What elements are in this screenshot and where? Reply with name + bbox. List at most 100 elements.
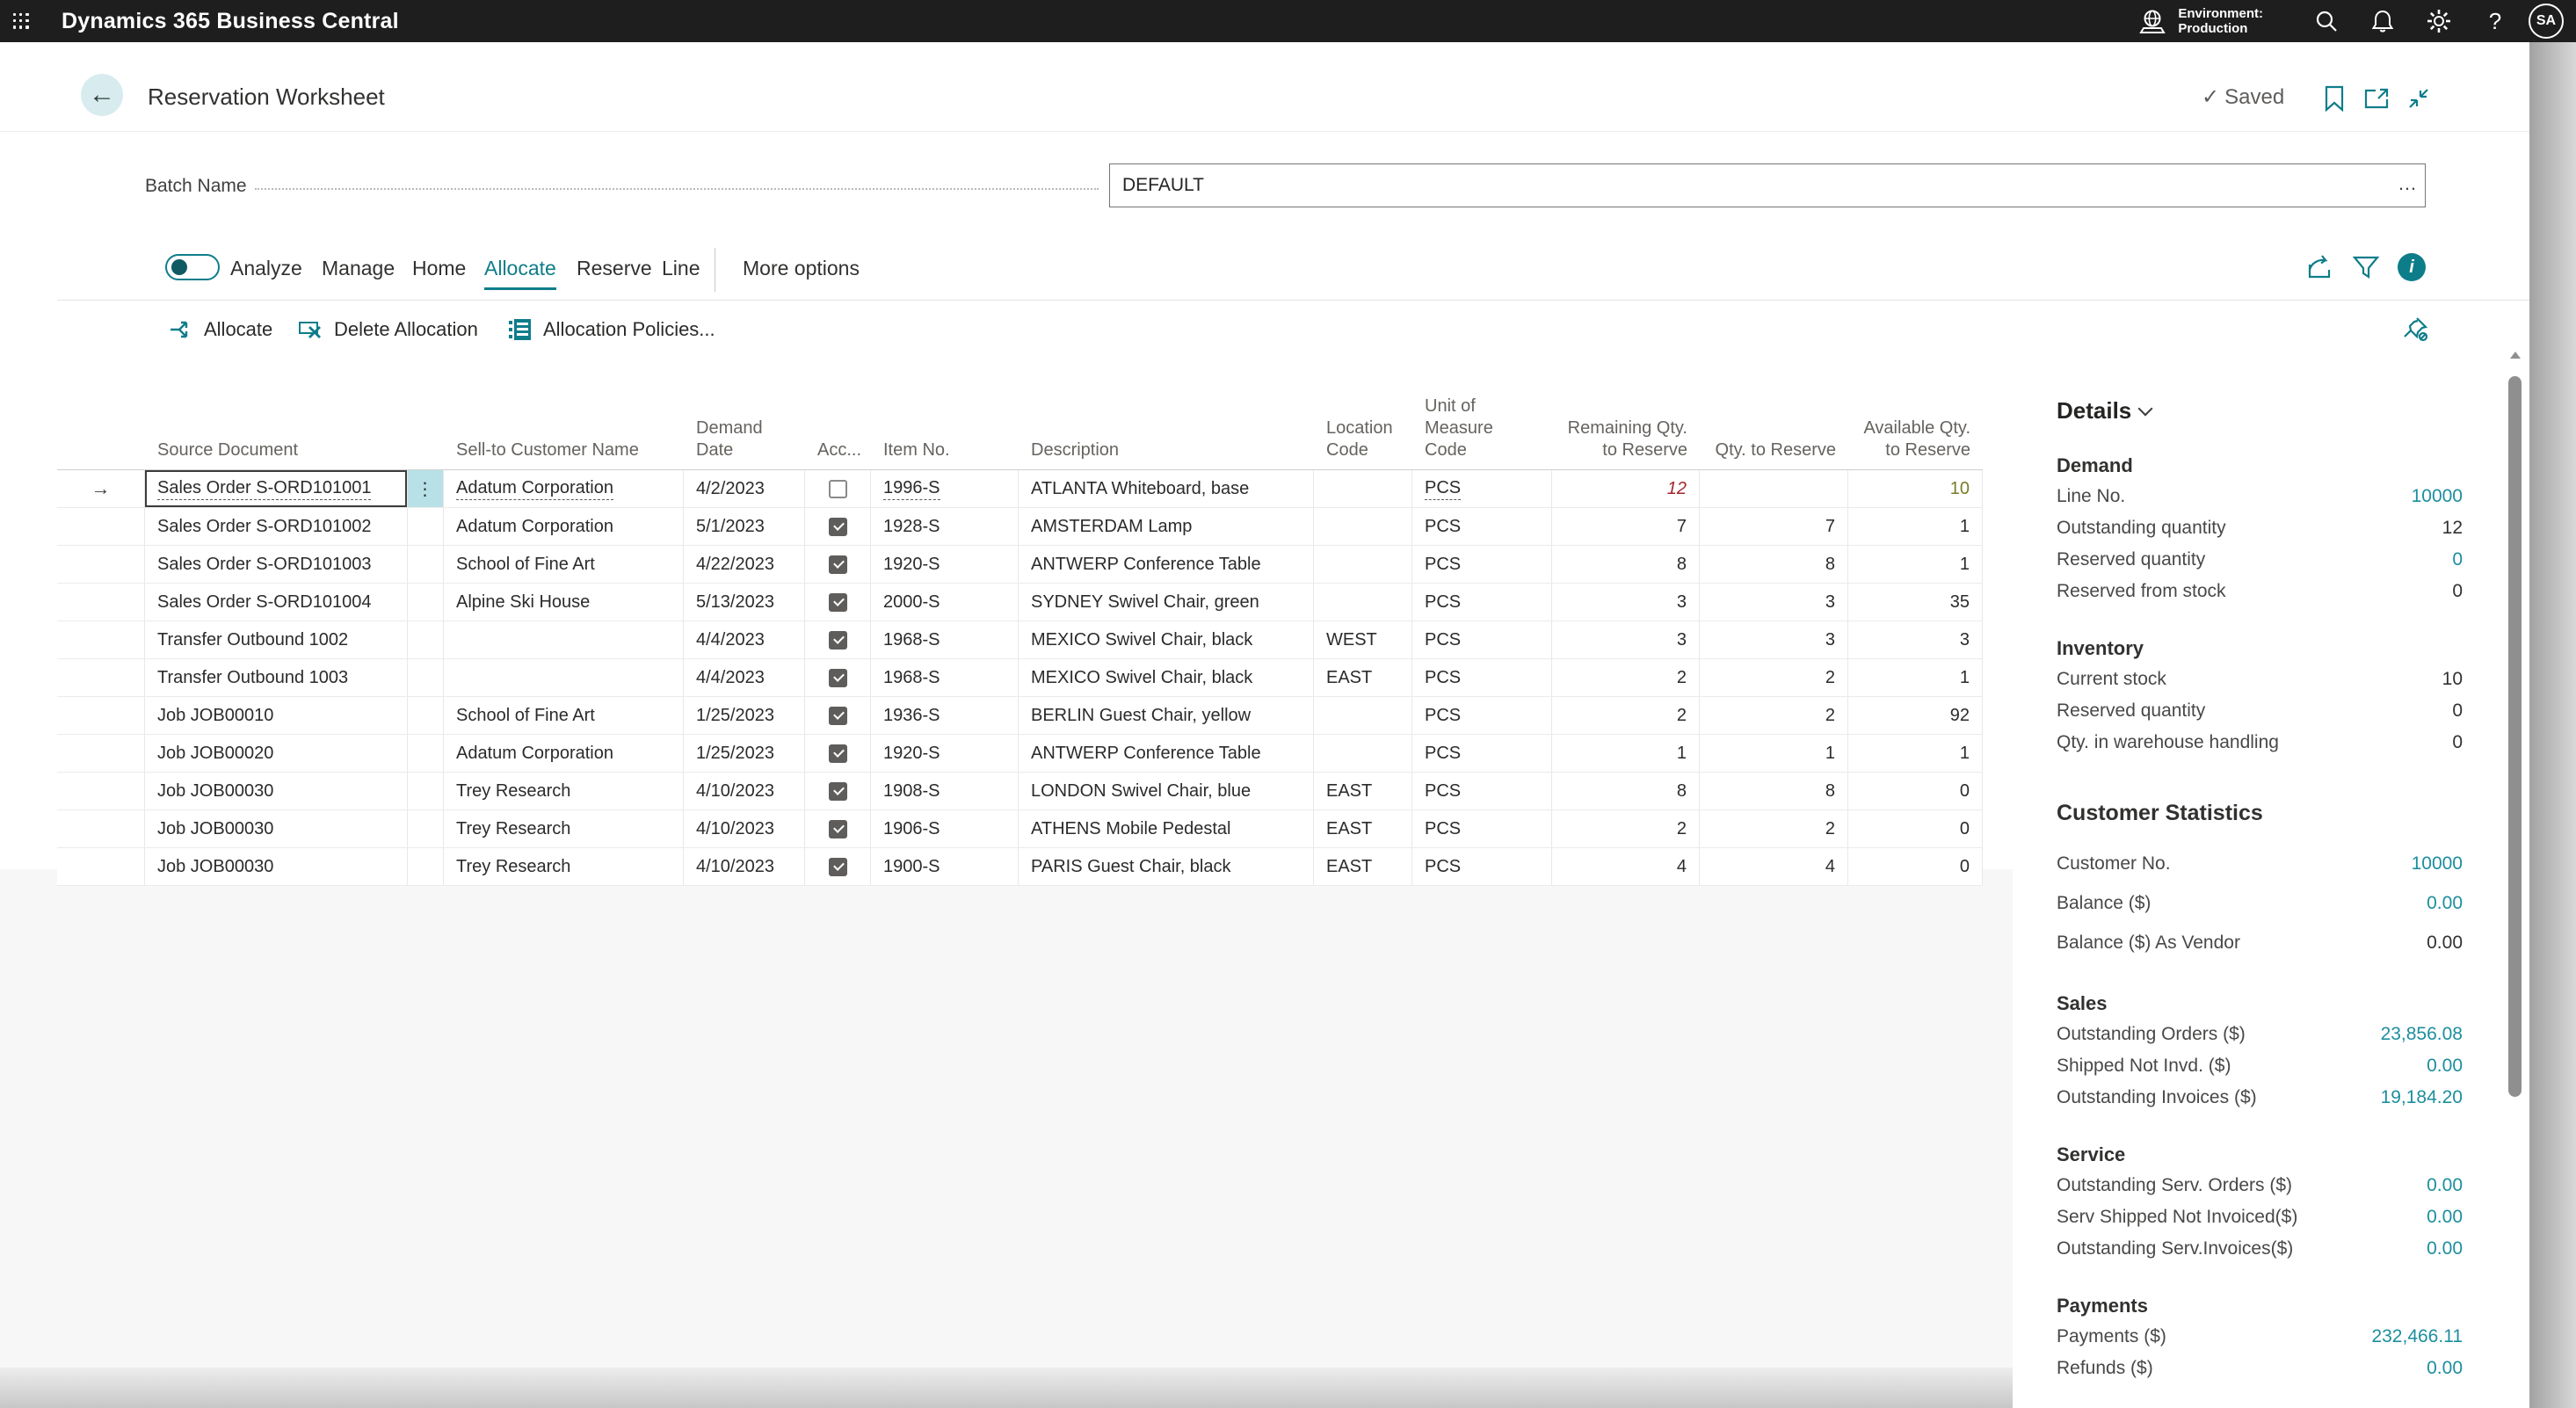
- row-selector-cell[interactable]: [57, 659, 145, 696]
- row-selector-cell[interactable]: [57, 810, 145, 847]
- cell-demand-date[interactable]: 4/2/2023: [684, 470, 805, 507]
- cell-location-code[interactable]: EAST: [1314, 773, 1412, 809]
- row-selector-cell[interactable]: [57, 735, 145, 772]
- share-icon[interactable]: [2303, 250, 2338, 285]
- tab-reserve[interactable]: Reserve: [577, 257, 652, 279]
- delete-allocation-button[interactable]: Delete Allocation: [297, 311, 478, 348]
- cell-customer-name[interactable]: Adatum Corporation: [444, 735, 684, 772]
- row-ellipsis-cell[interactable]: ⋮: [408, 470, 444, 507]
- column-header-source-document[interactable]: Source Document: [157, 440, 299, 460]
- cell-location-code[interactable]: [1314, 697, 1412, 734]
- cell-source-document[interactable]: Transfer Outbound 1003: [145, 659, 408, 696]
- cell-item-no[interactable]: 1968-S: [871, 659, 1019, 696]
- cell-remaining-qty[interactable]: 1: [1552, 735, 1700, 772]
- cell-description[interactable]: PARIS Guest Chair, black: [1019, 848, 1314, 885]
- cell-customer-name[interactable]: Adatum Corporation: [444, 470, 684, 507]
- table-row[interactable]: Sales Order S-ORD101002 Adatum Corporatio…: [57, 508, 1983, 546]
- cell-item-no[interactable]: 1968-S: [871, 621, 1019, 658]
- row-selector-cell[interactable]: [57, 546, 145, 583]
- cell-demand-date[interactable]: 4/22/2023: [684, 546, 805, 583]
- allocate-button[interactable]: Allocate: [167, 311, 272, 348]
- table-row[interactable]: Job JOB00010 School of Fine Art 1/25/2023 1…: [57, 697, 1983, 735]
- column-header-qty-to-reserve[interactable]: Qty. to Reserve: [1715, 440, 1836, 460]
- cell-description[interactable]: MEXICO Swivel Chair, black: [1019, 621, 1314, 658]
- cell-location-code[interactable]: [1314, 735, 1412, 772]
- row-ellipsis-cell[interactable]: [408, 546, 444, 583]
- table-row[interactable]: Job JOB00030 Trey Research 4/10/2023 1900-S…: [57, 848, 1983, 886]
- cell-demand-date[interactable]: 4/10/2023: [684, 810, 805, 847]
- column-header-description[interactable]: Description: [1031, 440, 1120, 460]
- cell-demand-date[interactable]: 4/10/2023: [684, 848, 805, 885]
- cell-available-qty[interactable]: 0: [1848, 848, 1983, 885]
- cell-demand-date[interactable]: 4/4/2023: [684, 621, 805, 658]
- cell-uom[interactable]: PCS: [1412, 508, 1552, 545]
- cell-uom[interactable]: PCS: [1412, 773, 1552, 809]
- cell-uom[interactable]: PCS: [1412, 584, 1552, 621]
- tab-home[interactable]: Home: [412, 257, 467, 279]
- scrollbar-thumb[interactable]: [2508, 376, 2522, 1097]
- cell-location-code[interactable]: EAST: [1314, 810, 1412, 847]
- cell-qty-to-reserve[interactable]: 4: [1700, 848, 1848, 885]
- cell-remaining-qty[interactable]: 7: [1552, 508, 1700, 545]
- cell-demand-date[interactable]: 4/4/2023: [684, 659, 805, 696]
- cell-qty-to-reserve[interactable]: 3: [1700, 584, 1848, 621]
- cell-available-qty[interactable]: 1: [1848, 659, 1983, 696]
- cell-item-no[interactable]: 1996-S: [871, 470, 1019, 507]
- cell-source-document[interactable]: Job JOB00010: [145, 697, 408, 734]
- back-button[interactable]: ←: [81, 74, 123, 116]
- factbox-value[interactable]: 0: [2452, 549, 2463, 570]
- cell-location-code[interactable]: [1314, 584, 1412, 621]
- table-row[interactable]: Sales Order S-ORD101003 School of Fine Ar…: [57, 546, 1983, 584]
- tab-allocate[interactable]: Allocate: [484, 257, 556, 290]
- more-options[interactable]: More options: [743, 257, 860, 279]
- cell-qty-to-reserve[interactable]: 8: [1700, 773, 1848, 809]
- cell-location-code[interactable]: EAST: [1314, 659, 1412, 696]
- notifications-bell-icon[interactable]: [2355, 0, 2411, 42]
- cell-qty-to-reserve[interactable]: 3: [1700, 621, 1848, 658]
- cell-source-document[interactable]: Job JOB00030: [145, 848, 408, 885]
- column-header-available-qty-to-reserve[interactable]: Available Qty. to Reserve: [1863, 418, 1970, 460]
- cell-description[interactable]: ANTWERP Conference Table: [1019, 546, 1314, 583]
- row-ellipsis-cell[interactable]: [408, 659, 444, 696]
- cell-item-no[interactable]: 1920-S: [871, 735, 1019, 772]
- cell-description[interactable]: SYDNEY Swivel Chair, green: [1019, 584, 1314, 621]
- cell-uom[interactable]: PCS: [1412, 546, 1552, 583]
- cell-customer-name[interactable]: School of Fine Art: [444, 697, 684, 734]
- factbox-value[interactable]: 19,184.20: [2380, 1087, 2463, 1107]
- cell-remaining-qty[interactable]: 3: [1552, 621, 1700, 658]
- column-header-acc[interactable]: Acc...: [817, 440, 862, 460]
- cell-available-qty[interactable]: 35: [1848, 584, 1983, 621]
- cell-location-code[interactable]: [1314, 508, 1412, 545]
- accepted-checkbox[interactable]: [828, 706, 847, 725]
- factbox-value[interactable]: 0.00: [2427, 1358, 2463, 1378]
- batch-name-input[interactable]: [1109, 163, 2426, 207]
- cell-item-no[interactable]: 1920-S: [871, 546, 1019, 583]
- row-ellipsis-cell[interactable]: [408, 584, 444, 621]
- analyze-toggle[interactable]: [165, 254, 220, 280]
- cell-available-qty[interactable]: 3: [1848, 621, 1983, 658]
- cell-qty-to-reserve[interactable]: 7: [1700, 508, 1848, 545]
- cell-customer-name[interactable]: [444, 621, 684, 658]
- cell-demand-date[interactable]: 5/13/2023: [684, 584, 805, 621]
- cell-source-document[interactable]: Sales Order S-ORD101001: [145, 470, 408, 507]
- cell-location-code[interactable]: [1314, 546, 1412, 583]
- cell-customer-name[interactable]: Trey Research: [444, 848, 684, 885]
- column-header-location-code[interactable]: Location Code: [1326, 418, 1393, 460]
- cell-remaining-qty[interactable]: 8: [1552, 546, 1700, 583]
- factbox-value[interactable]: 0.00: [2427, 1056, 2463, 1076]
- row-selector-cell[interactable]: [57, 848, 145, 885]
- cell-remaining-qty[interactable]: 3: [1552, 584, 1700, 621]
- row-selector-cell[interactable]: [57, 584, 145, 621]
- table-row[interactable]: Sales Order S-ORD101004 Alpine Ski House 5…: [57, 584, 1983, 621]
- accepted-checkbox[interactable]: [828, 781, 847, 801]
- allocation-policies-button[interactable]: Allocation Policies...: [508, 311, 715, 348]
- cell-customer-name[interactable]: Adatum Corporation: [444, 508, 684, 545]
- open-in-new-window-icon[interactable]: [2359, 81, 2394, 116]
- cell-description[interactable]: LONDON Swivel Chair, blue: [1019, 773, 1314, 809]
- cell-customer-name[interactable]: Alpine Ski House: [444, 584, 684, 621]
- cell-remaining-qty[interactable]: 4: [1552, 848, 1700, 885]
- row-ellipsis-cell[interactable]: [408, 848, 444, 885]
- cell-qty-to-reserve[interactable]: [1700, 470, 1848, 507]
- cell-uom[interactable]: PCS: [1412, 848, 1552, 885]
- accepted-checkbox[interactable]: [828, 668, 847, 687]
